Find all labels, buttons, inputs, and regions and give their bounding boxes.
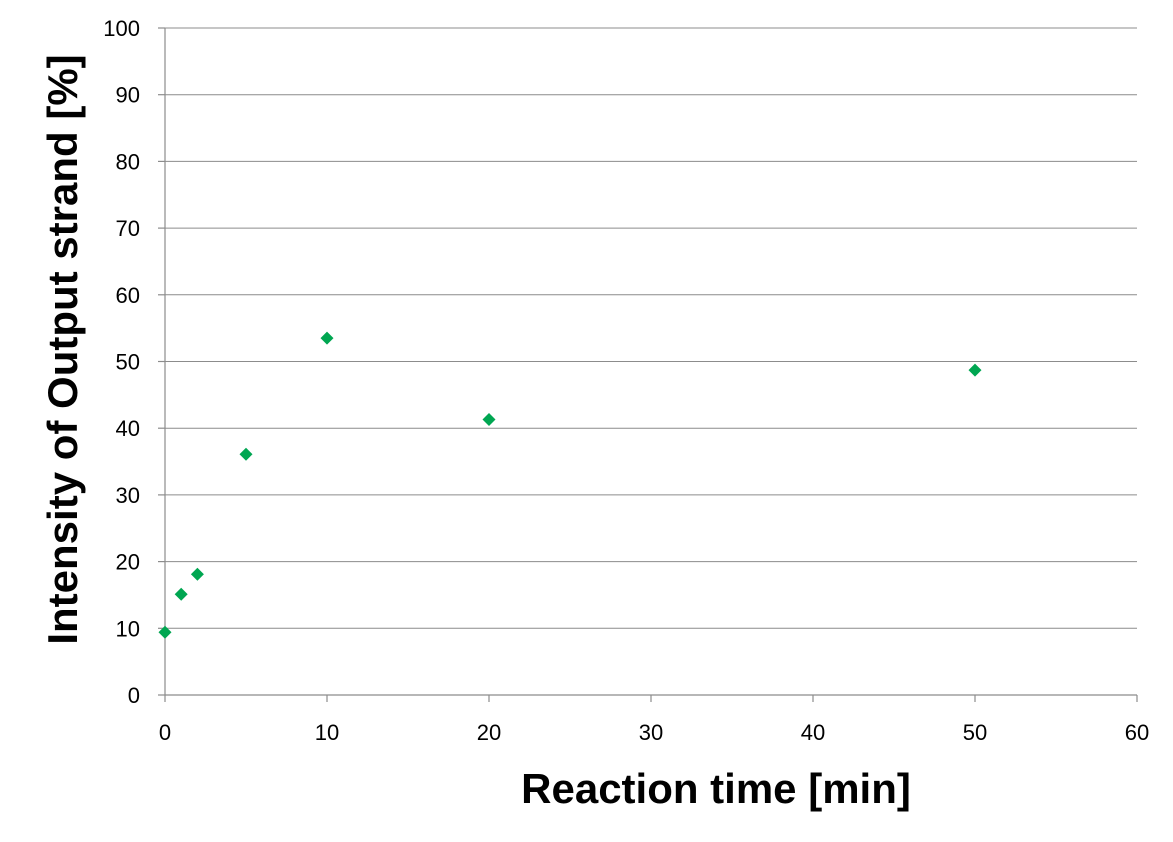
y-tick-label: 20 (116, 550, 140, 575)
x-tick-labels: 0 10 20 30 40 50 60 (159, 720, 1149, 745)
x-tick-label: 10 (315, 720, 339, 745)
y-tick-label: 70 (116, 216, 140, 241)
x-tick-label: 0 (159, 720, 171, 745)
data-point (158, 625, 172, 639)
y-axis-title: Intensity of Output strand [%] (39, 54, 86, 644)
data-point (320, 331, 334, 345)
y-tick-label: 60 (116, 283, 140, 308)
data-point (482, 413, 496, 427)
x-tick-label: 20 (477, 720, 501, 745)
gridlines (165, 27, 1137, 629)
axes (158, 27, 1138, 702)
x-tick-label: 40 (801, 720, 825, 745)
data-point (190, 567, 204, 581)
y-tick-label: 90 (116, 83, 140, 108)
y-tick-label: 10 (116, 616, 140, 641)
y-tick-labels: 0 10 20 30 40 50 60 70 80 90 100 (103, 16, 140, 708)
y-tick-label: 50 (116, 350, 140, 375)
y-tick-label: 0 (128, 683, 140, 708)
data-point (239, 447, 253, 461)
x-tick-label: 60 (1125, 720, 1149, 745)
y-tick-label: 30 (116, 483, 140, 508)
data-point (968, 363, 982, 377)
y-tick-label: 40 (116, 416, 140, 441)
x-tick-label: 50 (963, 720, 987, 745)
y-tick-label: 100 (103, 16, 140, 41)
data-points (158, 331, 982, 639)
data-point (174, 587, 188, 601)
x-tick-label: 30 (639, 720, 663, 745)
y-tick-label: 80 (116, 149, 140, 174)
x-axis-title: Reaction time [min] (521, 765, 911, 812)
